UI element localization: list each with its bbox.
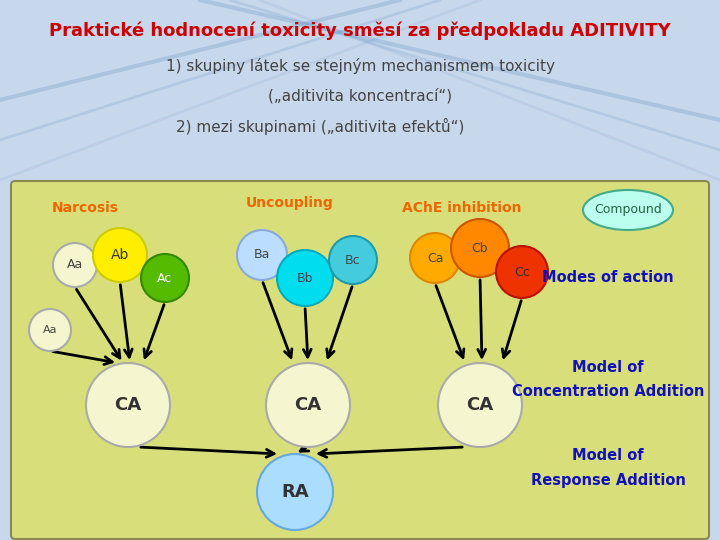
Circle shape [329,236,377,284]
Circle shape [86,363,170,447]
Text: 2) mezi skupinami („aditivita efektů“): 2) mezi skupinami („aditivita efektů“) [176,118,464,135]
Text: Cb: Cb [472,241,488,254]
Text: („aditivita koncentrací“): („aditivita koncentrací“) [268,88,452,104]
Text: Response Addition: Response Addition [531,472,685,488]
Circle shape [266,363,350,447]
Circle shape [237,230,287,280]
Text: Cc: Cc [514,266,530,279]
Circle shape [438,363,522,447]
Text: Model of: Model of [572,449,644,463]
Circle shape [410,233,460,283]
Text: Bb: Bb [297,272,313,285]
Text: Bc: Bc [345,253,361,267]
Circle shape [257,454,333,530]
FancyBboxPatch shape [11,181,709,539]
Text: Ab: Ab [111,248,129,262]
Circle shape [53,243,97,287]
Text: CA: CA [294,396,322,414]
Text: Aa: Aa [67,259,83,272]
Circle shape [496,246,548,298]
Text: CA: CA [467,396,494,414]
Text: 1) skupiny látek se stejným mechanismem toxicity: 1) skupiny látek se stejným mechanismem … [166,58,554,74]
Text: Ba: Ba [254,248,270,261]
Text: Concentration Addition: Concentration Addition [512,384,704,400]
Text: Model of: Model of [572,361,644,375]
Text: Compound: Compound [594,204,662,217]
Text: RA: RA [282,483,309,501]
Circle shape [451,219,509,277]
Text: Narcosis: Narcosis [52,201,119,215]
Circle shape [93,228,147,282]
Text: Uncoupling: Uncoupling [246,196,334,210]
Text: AChE inhibition: AChE inhibition [402,201,522,215]
Text: Praktické hodnocení toxicity směsí za předpokladu ADITIVITY: Praktické hodnocení toxicity směsí za př… [49,22,671,40]
Text: Aa: Aa [42,325,58,335]
Text: Modes of action: Modes of action [542,271,674,286]
Circle shape [29,309,71,351]
Circle shape [141,254,189,302]
Circle shape [277,250,333,306]
Text: Ac: Ac [158,272,173,285]
Ellipse shape [583,190,673,230]
Text: CA: CA [114,396,142,414]
Text: Ca: Ca [427,252,444,265]
